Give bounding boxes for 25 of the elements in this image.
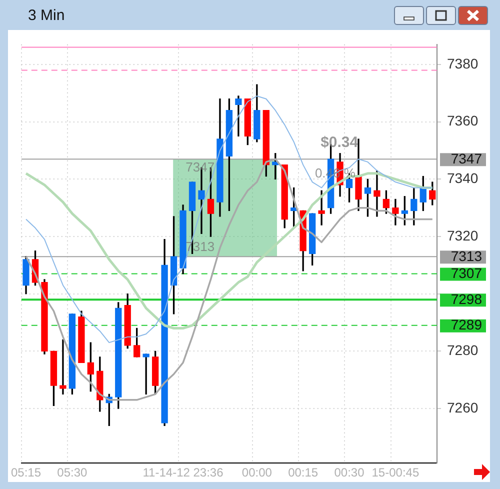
y-tick-label: 7260 — [447, 399, 478, 416]
chart-title: 3 Min — [28, 7, 65, 24]
ref-line-label: 7298 — [450, 290, 482, 307]
y-tick-label: 7280 — [447, 342, 478, 358]
candlestick — [374, 170, 380, 217]
y-tick-label: 7360 — [447, 112, 478, 129]
annotation: 7347 — [186, 159, 215, 174]
x-tick-label: 05:30 — [57, 466, 88, 480]
ref-line-label: 7347 — [450, 150, 482, 166]
x-tick-label: 00:30 — [334, 466, 365, 480]
x-tick-label: 15-00:45 — [372, 466, 420, 480]
ref-line-label: 7307 — [450, 265, 482, 282]
x-tick-label: 11-14-12 23:36 — [142, 466, 224, 480]
candlestick — [235, 96, 242, 136]
y-tick-label: 7380 — [447, 55, 478, 72]
x-tick-label: 00:15 — [288, 466, 318, 480]
candlestick — [142, 354, 150, 395]
y-tick-label: 7340 — [447, 170, 478, 186]
ref-line-label: 7313 — [450, 248, 482, 264]
x-tick-label: 05:15 — [11, 466, 42, 480]
y-tick-label: 7320 — [447, 227, 478, 244]
candlestick — [318, 190, 325, 226]
x-tick-label: 00:00 — [242, 466, 272, 480]
ref-line-label: 7289 — [450, 316, 482, 333]
candlestick — [60, 339, 66, 395]
